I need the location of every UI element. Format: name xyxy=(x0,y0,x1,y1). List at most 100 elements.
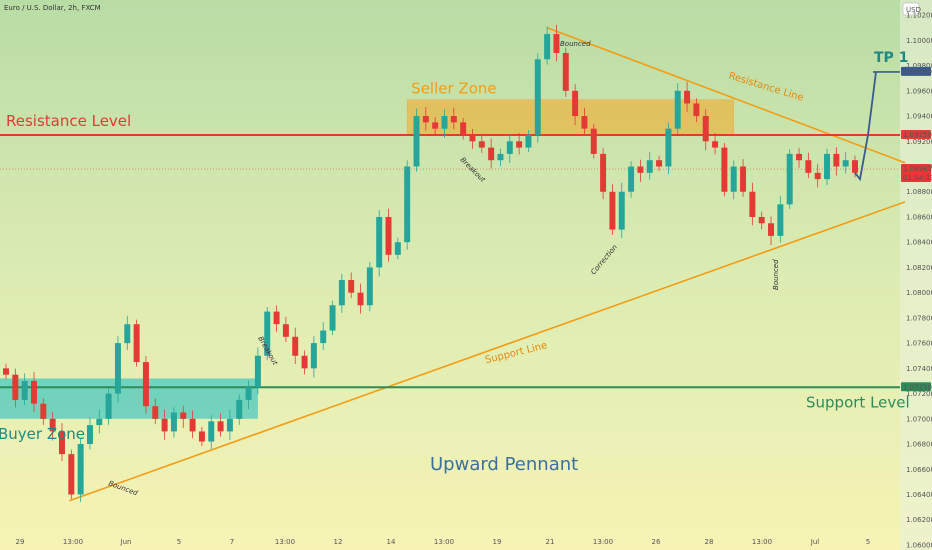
candle-body xyxy=(366,267,373,306)
candle-body xyxy=(413,116,420,167)
symbol-title: Euro / U.S. Dollar, 2h, FXCM xyxy=(4,4,101,12)
candle-body xyxy=(310,343,317,369)
x-tick-label: 13:00 xyxy=(593,538,613,546)
candle-body xyxy=(833,153,840,167)
candle-body xyxy=(590,128,597,154)
resistance-price-tag-text: 1.09250 xyxy=(903,131,932,139)
candle-body xyxy=(40,403,47,419)
candle-body xyxy=(805,160,812,173)
candle-body xyxy=(189,418,196,432)
y-tick-label: 1.10200 xyxy=(906,12,932,20)
buyer-zone-label: Buyer Zone xyxy=(0,425,85,443)
currency-badge[interactable] xyxy=(902,2,920,16)
candle-body xyxy=(572,90,579,117)
y-tick-label: 1.09400 xyxy=(906,113,932,121)
candle-body xyxy=(264,311,271,356)
target-price-tag-text: 1.09750 xyxy=(903,68,932,76)
candle-body xyxy=(432,122,439,129)
y-tick-label: 1.08800 xyxy=(906,188,932,196)
candle-body xyxy=(600,153,607,192)
current-price-tag-text: 1.08981 xyxy=(903,165,932,173)
candle-body xyxy=(31,380,37,404)
target-label: TP 1 xyxy=(874,50,908,66)
y-tick-label: 1.07400 xyxy=(906,365,932,373)
y-tick-label: 1.09200 xyxy=(906,138,932,146)
x-tick-label: 13:00 xyxy=(275,538,295,546)
x-tick-label: 26 xyxy=(652,538,661,546)
candle-body xyxy=(796,153,803,161)
support-price-tag xyxy=(901,382,931,392)
candle-body xyxy=(422,116,429,123)
candle-body xyxy=(441,116,448,129)
candle-body xyxy=(77,444,84,495)
candle-body xyxy=(814,172,821,180)
candle-body xyxy=(142,362,149,407)
candle-body xyxy=(385,216,392,255)
x-tick-label: 13:00 xyxy=(63,538,83,546)
candle-body xyxy=(730,166,737,192)
candle-body xyxy=(581,116,588,129)
seller-zone-label: Seller Zone xyxy=(411,80,496,98)
x-tick-label: 14 xyxy=(387,538,396,546)
y-tick-label: 1.09600 xyxy=(906,87,932,95)
resistance-trendline xyxy=(546,27,906,164)
candle-body xyxy=(357,292,364,306)
candle-body xyxy=(469,134,476,142)
candle-body xyxy=(161,418,168,432)
x-axis: 29 13:00 Jun 5 7 13:00 12 14 13:00 19 21 13:00 26 28 1… xyxy=(16,538,871,546)
x-tick-label: 13:00 xyxy=(434,538,454,546)
candle-body xyxy=(749,191,756,217)
candle-body xyxy=(824,153,830,180)
y-tick-label: 1.07600 xyxy=(906,340,932,348)
x-tick-label: 29 xyxy=(16,538,25,546)
candle-body xyxy=(217,421,224,432)
candle-body xyxy=(506,141,513,154)
candle-body xyxy=(488,147,495,161)
candle-body xyxy=(320,330,327,344)
candle-body xyxy=(404,166,411,243)
candle-body xyxy=(646,160,653,173)
candle-body xyxy=(236,399,243,419)
candle-body xyxy=(198,431,205,442)
candle-body xyxy=(609,191,616,230)
candle-body xyxy=(21,380,28,400)
candle-body xyxy=(534,59,541,135)
pattern-label: Upward Pennant xyxy=(430,454,578,475)
candle-body xyxy=(637,166,644,173)
candle-body xyxy=(684,90,691,104)
candle-body xyxy=(562,52,569,91)
candle-body xyxy=(497,153,504,161)
candle-body xyxy=(768,223,775,236)
candle-body xyxy=(86,425,93,445)
candle-body xyxy=(618,191,625,230)
y-tick-label: 1.08600 xyxy=(906,213,932,221)
candle-body xyxy=(777,204,784,236)
trendlines xyxy=(69,27,906,502)
candle-body xyxy=(665,128,672,167)
candle-body xyxy=(394,242,401,255)
candle-body xyxy=(3,368,9,375)
annotation-bounced: Bounced xyxy=(772,259,780,290)
candle-body xyxy=(105,393,112,419)
candle-body xyxy=(693,103,700,117)
price-axis-panel xyxy=(900,0,932,550)
y-tick-label: 1.08000 xyxy=(906,289,932,297)
candle-body xyxy=(254,355,261,388)
candle-body xyxy=(12,374,19,400)
candle-body xyxy=(114,343,121,394)
candle-body xyxy=(124,324,131,344)
candle-body xyxy=(516,141,523,148)
resistance-price-tag xyxy=(901,129,931,139)
candle-body xyxy=(133,324,140,363)
x-tick-label: Jul xyxy=(810,538,820,546)
resistance-level-label: Resistance Level xyxy=(6,112,131,130)
x-tick-label: 13:00 xyxy=(752,538,772,546)
support-price-tag-text: 1.07250 xyxy=(903,383,932,391)
candle-body xyxy=(301,355,308,369)
candle-body xyxy=(96,418,103,426)
candle-body xyxy=(525,134,532,148)
candle-body xyxy=(170,412,177,432)
